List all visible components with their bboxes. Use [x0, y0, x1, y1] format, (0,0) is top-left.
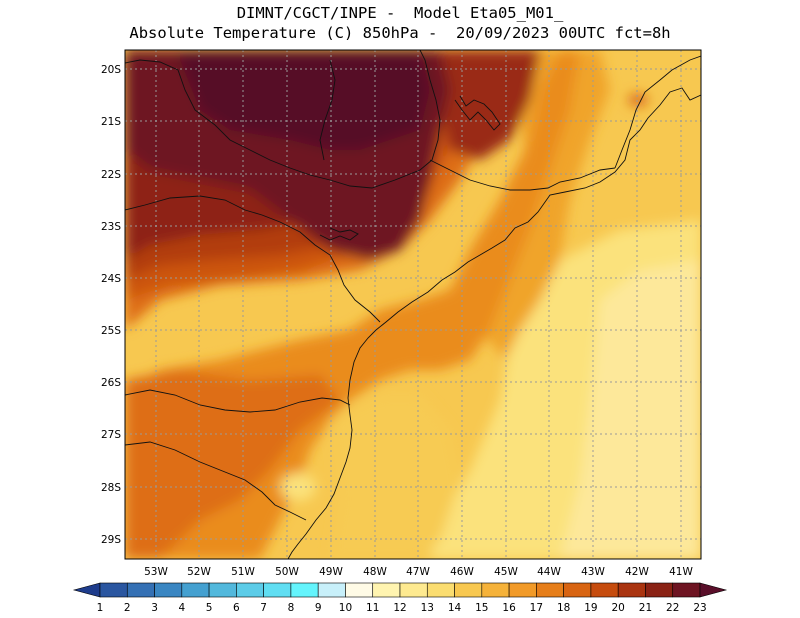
colorbar-swatch: [672, 582, 701, 598]
longitude-axis: 53W 52W 51W 50W 49W 48W 47W 46W 45W 44W …: [144, 566, 693, 578]
lon-label: 44W: [537, 566, 561, 578]
lon-label: 52W: [187, 566, 211, 578]
colorbar-arrow-high: [699, 582, 728, 598]
colorbar-label: 18: [557, 602, 570, 614]
temp-cool-spot-south: [280, 473, 316, 501]
lon-label: 53W: [144, 566, 168, 578]
colorbar-label: 15: [475, 602, 488, 614]
lat-label: 23S: [101, 221, 121, 233]
colorbar-label: 8: [288, 602, 295, 614]
lon-label: 41W: [669, 566, 693, 578]
colorbar-label: 10: [339, 602, 352, 614]
colorbar-swatch: [508, 582, 537, 598]
colorbar-swatch: [481, 582, 510, 598]
colorbar: 1 2 3 4 5 6 7 8 9 10 11 12 13 14 15 16 17 18 19 20 21 22 23: [72, 582, 728, 614]
temp-zone-14-west: [330, 395, 460, 559]
temp-warm-spot-east: [628, 94, 648, 106]
colorbar-swatch: [126, 582, 155, 598]
lon-label: 51W: [231, 566, 255, 578]
lat-label: 24S: [101, 273, 121, 285]
colorbar-swatch: [345, 582, 374, 598]
colorbar-label: 22: [666, 602, 679, 614]
colorbar-swatch: [372, 582, 401, 598]
lon-label: 48W: [363, 566, 387, 578]
lat-label: 29S: [101, 534, 121, 546]
colorbar-swatch: [236, 582, 264, 598]
colorbar-swatch: [645, 582, 674, 598]
lat-label: 26S: [101, 377, 121, 389]
lon-label: 42W: [625, 566, 649, 578]
colorbar-swatch: [181, 582, 210, 598]
coastline: [287, 87, 701, 559]
colorbar-label: 2: [124, 602, 131, 614]
state-border-sp-pr: [125, 195, 381, 323]
lat-label: 21S: [101, 116, 121, 128]
colorbar-swatch: [590, 582, 619, 598]
colorbar-swatch: [263, 582, 292, 598]
colorbar-label: 12: [393, 602, 406, 614]
graticule: [125, 50, 701, 559]
temp-zone-12: [560, 260, 701, 559]
colorbar-swatch: [454, 582, 483, 598]
lat-label: 22S: [101, 169, 121, 181]
colorbar-swatch: [617, 582, 646, 598]
colorbar-arrow-low: [72, 582, 101, 598]
lat-label: 20S: [101, 64, 121, 76]
lon-label: 47W: [406, 566, 430, 578]
reservoir-itaipu: [319, 227, 359, 241]
lat-label: 27S: [101, 429, 121, 441]
colorbar-label: 13: [421, 602, 434, 614]
colorbar-swatch: [399, 582, 428, 598]
political-boundaries: [125, 50, 701, 559]
map-frame: [124, 49, 702, 560]
colorbar-label: 5: [206, 602, 213, 614]
temperature-field: [125, 50, 701, 559]
temp-zone-18-south: [125, 370, 340, 559]
lon-label: 43W: [581, 566, 605, 578]
state-border-mg-es: [614, 55, 701, 169]
lon-label: 46W: [450, 566, 474, 578]
colorbar-swatch: [536, 582, 564, 598]
lon-label: 45W: [494, 566, 518, 578]
state-border-sc-rs: [125, 441, 307, 521]
colorbar-swatch: [290, 582, 319, 598]
colorbar-label: 1: [97, 602, 104, 614]
river-parana: [319, 59, 336, 161]
colorbar-label: 6: [233, 602, 240, 614]
colorbar-label: 7: [260, 602, 267, 614]
colorbar-label: 11: [366, 602, 379, 614]
lon-label: 49W: [319, 566, 343, 578]
colorbar-label: 16: [502, 602, 516, 614]
colorbar-swatch: [208, 582, 237, 598]
colorbar-label: 23: [693, 602, 706, 614]
colorbar-label: 3: [151, 602, 158, 614]
map-title-line-2: Absolute Temperature (C) 850hPa - 20/09/…: [129, 24, 671, 42]
state-border-pr-sc: [125, 389, 351, 413]
lat-label: 25S: [101, 325, 121, 337]
state-border-mg-rj: [429, 159, 616, 191]
colorbar-label: 14: [448, 602, 462, 614]
lat-label: 28S: [101, 482, 121, 494]
colorbar-swatch: [317, 582, 346, 598]
latitude-axis: 20S 21S 22S 23S 24S 25S 26S 27S 28S 29S: [101, 64, 121, 546]
colorbar-label: 17: [530, 602, 543, 614]
state-border-mg-sp: [125, 50, 441, 189]
colorbar-label: 9: [315, 602, 322, 614]
reservoir-furnas: [454, 95, 501, 131]
colorbar-label: 20: [611, 602, 624, 614]
temp-zone-21-ne: [440, 50, 540, 160]
colorbar-swatch: [99, 582, 128, 598]
colorbar-swatch: [426, 582, 455, 598]
colorbar-label: 21: [639, 602, 652, 614]
colorbar-swatch: [154, 582, 183, 598]
lon-label: 50W: [275, 566, 299, 578]
map-title-line-1: DIMNT/CGCT/INPE - Model Eta05_M01_: [236, 4, 564, 22]
colorbar-label: 19: [584, 602, 597, 614]
colorbar-swatch: [563, 582, 592, 598]
colorbar-label: 4: [178, 602, 185, 614]
